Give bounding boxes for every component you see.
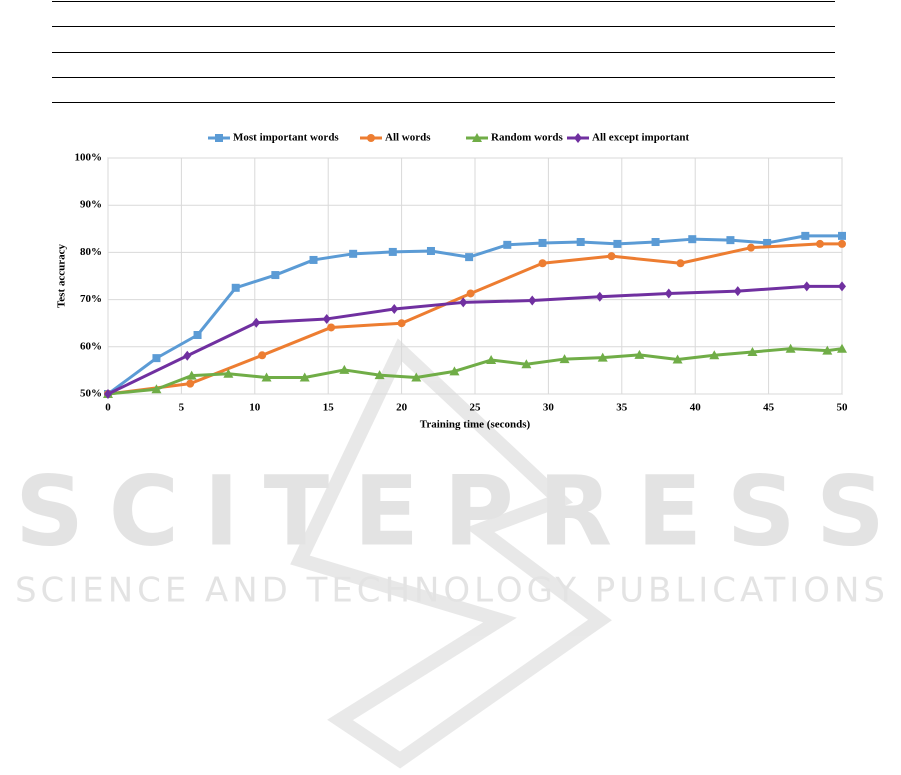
y-tick-label: 90% [80,199,102,211]
marker [426,246,435,255]
marker [597,352,608,362]
marker [231,283,240,292]
marker [449,366,460,376]
x-tick-label: 25 [470,402,482,414]
x-tick-label: 5 [179,402,185,414]
series-line [107,234,842,396]
y-tick-label: 50% [80,388,102,400]
marker [607,252,616,261]
legend-marker [215,134,223,142]
marker [595,291,604,302]
marker [676,259,685,268]
marker [688,235,697,244]
series-line [107,284,842,396]
marker [388,247,397,256]
marker [613,239,622,248]
legend-marker [367,134,375,142]
marker [538,259,547,268]
marker [838,231,846,240]
marker [521,359,532,369]
marker [223,368,234,378]
marker [271,271,280,280]
x-tick-label: 20 [396,402,408,414]
marker [327,323,336,332]
marker [349,249,358,258]
marker [299,372,310,382]
marker [528,295,537,306]
marker [815,239,824,248]
x-tick-label: 30 [543,402,555,414]
marker [651,238,660,247]
watermark: SCITEPRESS SCIENCE AND TECHNOLOGY PUBLIC… [15,338,885,769]
marker [459,297,468,308]
marker [785,343,796,353]
marker [374,370,385,380]
x-tick-label: 50 [837,402,849,414]
marker [252,317,261,328]
marker [837,343,847,353]
legend-marker [472,133,482,142]
marker [261,372,272,382]
x-tick-label: 0 [105,402,111,414]
marker [258,351,267,360]
marker [339,364,350,374]
table-rules [52,1,835,103]
marker [503,240,512,249]
marker [709,350,720,360]
marker [838,281,846,292]
marker [802,281,811,292]
legend-marker [574,133,582,143]
legend-label: All except important [592,132,689,144]
y-tick-label: 80% [80,246,102,258]
marker [486,355,497,365]
marker [397,319,406,328]
marker [576,238,585,247]
marker [465,253,474,262]
marker [411,372,422,382]
marker [193,331,202,339]
x-tick-label: 10 [249,402,261,414]
watermark-subtitle: SCIENCE AND TECHNOLOGY PUBLICATIONS [15,571,885,611]
marker [801,231,810,240]
marker [733,286,742,297]
marker [838,239,846,248]
series-line [107,242,842,396]
legend-label: Random words [491,132,564,144]
marker [186,370,197,380]
marker [390,304,399,315]
y-axis-title: Test accuracy [56,243,68,308]
marker [538,238,547,247]
marker [747,346,758,356]
marker [726,236,735,245]
y-tick-label: 100% [75,152,103,164]
marker [664,288,673,299]
marker [466,289,475,298]
marker [822,345,833,355]
marker [559,354,570,364]
marker [186,379,195,388]
marker [634,349,645,359]
marker [763,238,772,247]
legend-label: All words [385,132,431,144]
marker [183,350,192,361]
marker [152,354,161,363]
y-tick-label: 60% [80,340,102,352]
marker [151,384,162,394]
x-axis-title: Training time (seconds) [420,419,531,431]
x-tick-label: 40 [690,402,702,414]
legend-label: Most important words [233,132,339,144]
x-tick-label: 35 [616,402,628,414]
watermark-logo [290,338,612,769]
marker [309,255,318,264]
marker [672,354,683,364]
marker [104,389,112,399]
marker [322,313,331,324]
marker [746,243,755,252]
x-tick-label: 15 [323,402,335,414]
watermark-title: SCITEPRESS [15,455,885,567]
y-tick-label: 70% [80,293,102,305]
x-tick-label: 45 [763,402,775,414]
